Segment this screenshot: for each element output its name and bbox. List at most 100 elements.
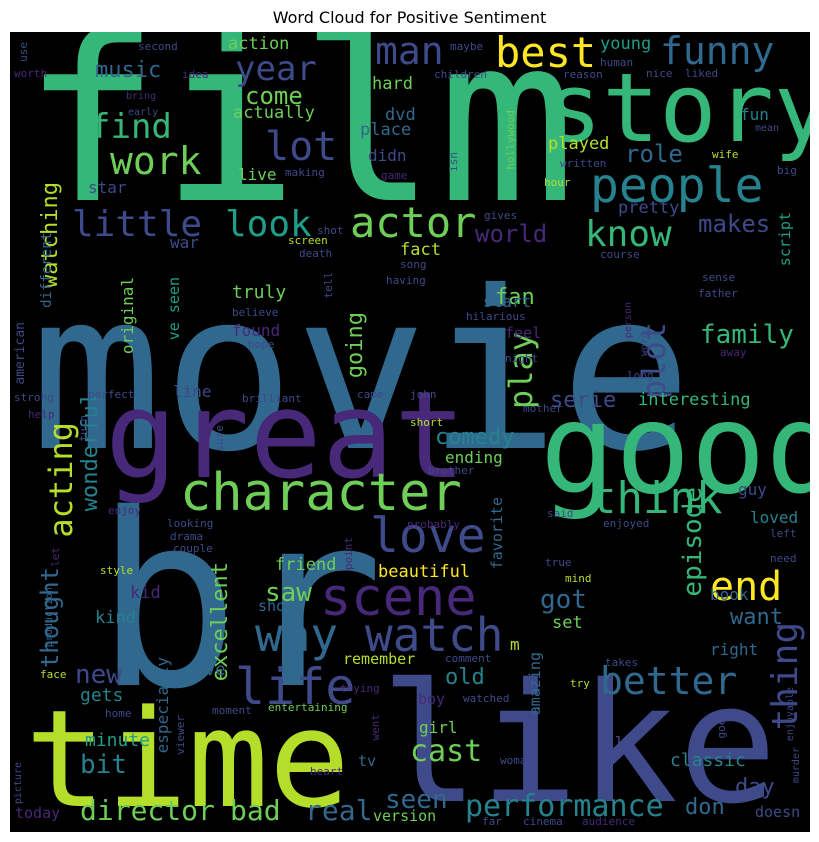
- word-movie: movie: [30, 244, 693, 500]
- word-script: script: [776, 212, 794, 267]
- word-fact: fact: [400, 240, 441, 260]
- word-feel: feel: [505, 324, 542, 342]
- word-wife: wife: [712, 148, 739, 161]
- word-found: found: [232, 321, 281, 340]
- word-gets: gets: [80, 685, 124, 706]
- word-children: children: [434, 68, 487, 81]
- word-director: director: [80, 794, 215, 827]
- word-end: end: [710, 564, 783, 610]
- word-start: start: [483, 292, 532, 311]
- word-funny: funny: [660, 32, 775, 73]
- word-interesting: interesting: [638, 390, 751, 410]
- word-great: great: [105, 367, 467, 506]
- word-guy: guy: [738, 480, 767, 499]
- word-bit: bit: [80, 750, 127, 780]
- word-old: old: [445, 665, 485, 690]
- word-man: man: [375, 32, 444, 73]
- word-got: got: [540, 585, 587, 615]
- word-original: original: [118, 277, 137, 355]
- word-looking: looking: [167, 517, 214, 530]
- word-isn: isn: [447, 152, 460, 172]
- word-pretty: pretty: [618, 198, 680, 218]
- word-woman: woman: [500, 754, 534, 767]
- word-point: point: [342, 537, 355, 571]
- word-action: action: [228, 34, 290, 54]
- word-heart: heart: [310, 765, 344, 778]
- word-away: away: [720, 346, 747, 359]
- word-find: find: [90, 107, 172, 147]
- word-liked: liked: [685, 67, 719, 80]
- word-word: word: [639, 332, 650, 357]
- word-fan: fan: [495, 285, 535, 310]
- word-lot: lot: [265, 124, 338, 170]
- word-dvd: dvd: [385, 105, 416, 125]
- word-father: father: [698, 287, 738, 300]
- word-night: night: [505, 352, 539, 365]
- word-big: big: [777, 164, 797, 177]
- word-cloud: film movie br like time good great story charact…: [10, 32, 810, 832]
- word-minute: minute: [85, 730, 151, 751]
- word-year: year: [235, 49, 317, 89]
- word-know: know: [585, 214, 672, 255]
- word-place: place: [360, 120, 412, 140]
- word-early: early: [128, 107, 159, 118]
- word-real: real: [305, 794, 373, 827]
- word-watch: watch: [365, 608, 504, 662]
- word-enjoy: enjoy: [108, 504, 142, 517]
- word-amazing: amazing: [526, 652, 544, 716]
- word-scene: scene: [320, 568, 477, 628]
- figure-title: Word Cloud for Positive Sentiment: [272, 8, 547, 27]
- word-enjoyable: enjoyable: [785, 687, 796, 742]
- word-love: love: [370, 508, 486, 564]
- word-long: long: [627, 369, 654, 382]
- word-war: war: [170, 233, 199, 252]
- word-didn: didn: [368, 146, 407, 165]
- word-death: death: [299, 247, 333, 260]
- word-true: true: [545, 556, 572, 569]
- word-ve: ve: [205, 660, 226, 680]
- word-worth: worth: [14, 67, 48, 80]
- word-different: different: [39, 232, 55, 308]
- word-favorite: favorite: [488, 497, 506, 570]
- word-way: way: [255, 608, 339, 662]
- word-takes: takes: [605, 656, 639, 669]
- word-hilarious: hilarious: [466, 310, 526, 323]
- word-boy: boy: [418, 690, 446, 708]
- word-ll: ll: [605, 733, 625, 752]
- word-sure: sure: [213, 425, 226, 452]
- word-hope: hope: [248, 338, 275, 351]
- word-mean: mean: [755, 123, 780, 134]
- word-home: home: [105, 707, 132, 720]
- word-film: film: [22, 32, 576, 255]
- word-idea: idea: [182, 68, 209, 81]
- word-cinema: cinema: [523, 815, 563, 828]
- word-said: said: [547, 507, 574, 520]
- word-day: day: [735, 775, 775, 800]
- word-saw: saw: [265, 578, 312, 608]
- word-played: played: [548, 134, 610, 154]
- word-like: like: [380, 648, 778, 832]
- word-feeling: feeling: [371, 422, 384, 469]
- word-hour: hour: [544, 176, 571, 189]
- word-screen: screen: [288, 234, 328, 247]
- word-moment: moment: [212, 704, 252, 717]
- word-viewer: viewer: [174, 715, 187, 755]
- word-fun: fun: [740, 105, 769, 124]
- word-performance: performance: [465, 789, 664, 824]
- word-mind: mind: [565, 572, 592, 585]
- word-kid: kid: [130, 583, 161, 603]
- word-bad: bad: [230, 794, 281, 827]
- word-play: play: [502, 332, 540, 410]
- word-classic: classic: [670, 750, 746, 771]
- word-version: version: [373, 807, 437, 825]
- word-shows: shows: [258, 597, 304, 615]
- word-second: second: [138, 40, 178, 53]
- word-trying: trying: [340, 682, 380, 695]
- word-audience: audience: [582, 815, 635, 828]
- word-cast: cast: [410, 734, 483, 769]
- word-family: family: [700, 320, 794, 350]
- word-young: young: [600, 34, 652, 54]
- word-girl: girl: [419, 718, 458, 737]
- word-couple: couple: [173, 542, 213, 555]
- word-character: character: [180, 463, 462, 523]
